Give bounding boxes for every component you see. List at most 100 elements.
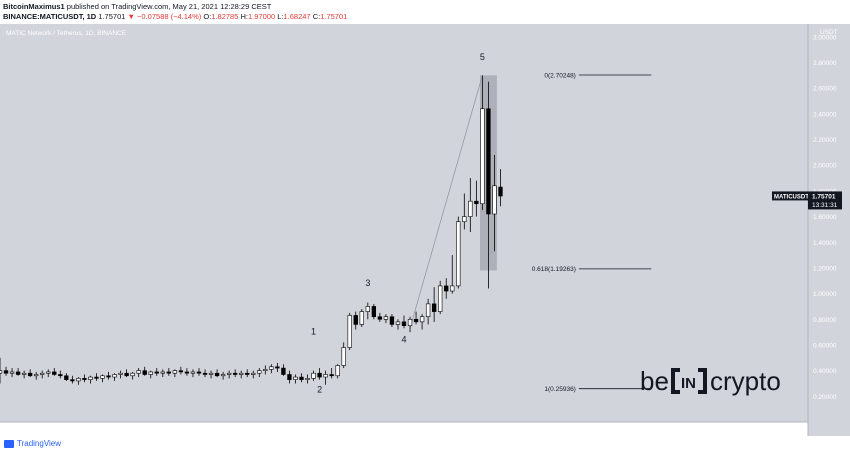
candle-down [15,371,21,375]
candle-down [498,186,503,197]
low-value: 1.68247 [283,12,311,21]
candle-down [3,370,9,374]
candle-up [112,374,117,378]
time-tick-label: 19 [292,426,300,433]
candle-down [94,376,99,379]
symbol-tag-bg [772,191,808,201]
price-tag-countdown: 13:31:31 [812,202,838,209]
high-value: 1.97000 [248,12,276,21]
candle-up [172,370,178,374]
time-tick-label: 17 [461,426,469,433]
tradingview-icon [4,439,14,448]
chart-header: BitcoinMaximus1 published on TradingView… [0,0,850,24]
chart-area[interactable]: MATIC Network / Tetherus, 1D, BINANCE US… [0,24,850,436]
wave-label: 5 [480,52,485,62]
candle-up [425,303,431,318]
candle-up [335,365,340,377]
watermark-bracket-gap [680,368,698,394]
down-arrow-icon: ▼ [127,12,135,21]
candle-up [492,185,497,215]
trend-line [409,75,483,329]
candle-down [82,378,87,380]
candle-down [431,303,437,312]
candle-down [486,108,491,215]
symbol-tag: MATICUSDT [774,194,809,200]
currency-label: USDT [820,29,838,36]
candle-down [70,379,75,382]
tradingview-logo[interactable]: TradingView [4,439,61,448]
candle-down [178,370,184,373]
fibonacci-levels[interactable]: 0(2.70248) 0.618(1.19263) 1(0.25936) [532,72,652,393]
candle-up [462,216,467,223]
elliott-wave-labels: 1 2 3 4 5 [311,52,485,395]
price-tick-label: 2.60000 [813,86,837,93]
candle-down [413,318,419,323]
close-value: 1.75701 [320,12,348,21]
candle-down [444,285,449,292]
time-tick-label: 14 [630,426,638,433]
plot-background [0,24,808,422]
candle-down [214,372,220,377]
candle-up [148,371,153,375]
high-label: H: [240,12,249,21]
low-label: L: [277,12,284,21]
author-name[interactable]: BitcoinMaximus1 [3,2,65,11]
symbol-interval: BINANCE:MATICUSDT, 1D [3,12,97,21]
price-tick-label: 1.40000 [813,240,837,247]
candle-up [257,370,262,374]
candle-down [329,374,334,377]
candle-down [377,316,383,320]
candle-down [52,371,57,375]
candle-up [208,372,214,375]
fib-level-label: 0(2.70248) [544,72,575,79]
candle-up [136,370,141,374]
wave-label: 1 [311,327,316,337]
candle-down [245,372,250,375]
candle-up [40,372,45,375]
watermark-be: be [640,366,669,396]
candle-down [281,367,286,375]
candle-up [269,366,274,370]
ohlc-line: BINANCE:MATICUSDT, 1D 1.75701 ▼ −0.07588… [3,12,347,21]
time-tick-label: 24 [503,426,511,433]
candle-up [383,316,389,320]
candle-down [299,376,304,380]
candle-up [359,311,364,325]
candle-up [419,316,425,323]
price-axis: 0.20000 0.40000 0.60000 0.80000 1.00000 1.200… [813,34,837,400]
price-tick-label: 0.20000 [813,394,837,401]
candle-down [184,371,190,374]
candle-up [365,306,370,312]
candlestick-chart[interactable]: MATIC Network / Tetherus, 1D, BINANCE US… [0,24,850,436]
candle-up [341,347,346,366]
price-tick-label: 0.40000 [813,368,837,375]
price-tick-label: 0.60000 [813,342,837,349]
candle-up [46,371,51,374]
candle-down [317,372,322,378]
candle-up [395,321,401,325]
candle-up [100,375,105,379]
candle-up [468,200,473,217]
candle-up [263,369,268,371]
time-tick-label: 22 [123,426,131,433]
publish-info: published on TradingView.com, May 21, 20… [66,2,272,11]
candle-down [58,374,63,377]
candle-up [293,376,298,380]
candle-down [202,372,208,375]
candle-down [371,306,377,318]
candle-up [438,285,443,312]
candle-up [323,374,328,378]
price-tick-label: 2.80000 [813,60,837,67]
time-tick-label: 12 [250,426,258,433]
time-axis: 15 22 Apr 12 19 May 10 17 24 Jun 14 21 Jul [81,426,741,433]
candle-up [305,378,310,380]
candle-up [347,315,352,348]
time-tick-label: Apr [182,426,193,433]
chart-footer: TradingView [0,437,850,453]
price-axis-background[interactable] [808,24,850,436]
time-tick-label: Jul [731,426,740,433]
candle-down [106,375,111,378]
publish-line: BitcoinMaximus1 published on TradingView… [3,2,271,11]
price-tick-label: 2.40000 [813,111,837,118]
time-tick-label: 21 [672,426,680,433]
